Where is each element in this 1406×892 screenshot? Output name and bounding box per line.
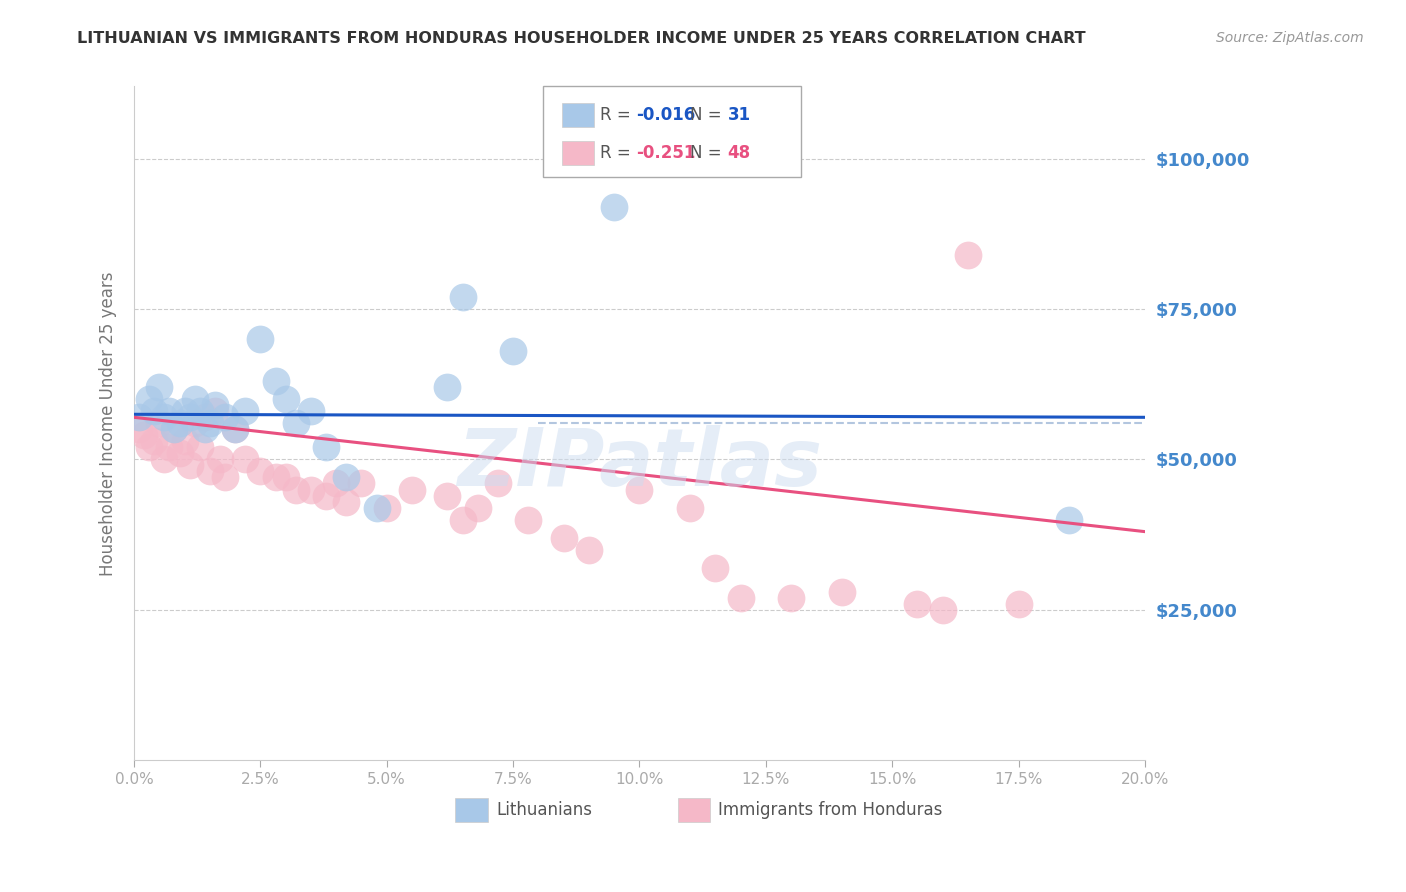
Text: Lithuanians: Lithuanians (496, 801, 592, 819)
Point (264, 470, 287, 484)
Point (224, 422, 246, 436)
Point (553, 531, 575, 545)
Point (163, 422, 186, 436)
Point (138, 392, 160, 407)
Point (204, 404, 226, 418)
Point (157, 404, 180, 418)
Point (198, 417, 221, 431)
Y-axis label: Householder Income Under 25 years: Householder Income Under 25 years (100, 271, 117, 575)
Point (1007, 597, 1029, 611)
Point (249, 332, 271, 346)
Point (907, 597, 929, 611)
Point (578, 542, 600, 557)
Point (188, 404, 211, 418)
Point (350, 476, 373, 491)
Point (134, 428, 156, 442)
Point (486, 476, 509, 491)
Point (173, 434, 195, 449)
Point (299, 404, 322, 418)
Point (183, 417, 205, 431)
Point (148, 380, 170, 394)
Point (214, 470, 236, 484)
Point (249, 465, 271, 479)
Point (274, 470, 297, 484)
Point (163, 422, 186, 436)
Point (932, 603, 955, 617)
Point (315, 489, 337, 503)
Text: N =: N = (690, 106, 727, 124)
Point (198, 465, 221, 479)
Text: -0.016: -0.016 (637, 106, 696, 124)
Point (233, 452, 256, 467)
Point (173, 404, 195, 418)
Text: R =: R = (600, 145, 636, 162)
Point (628, 483, 651, 497)
Text: ZIPatlas: ZIPatlas (457, 425, 823, 503)
Point (375, 500, 398, 515)
Text: R =: R = (600, 106, 636, 124)
Point (502, 344, 524, 359)
Point (335, 494, 357, 508)
Point (264, 374, 287, 388)
Point (214, 410, 236, 425)
Point (704, 560, 727, 574)
Text: 31: 31 (727, 106, 751, 124)
Point (169, 446, 191, 460)
Point (401, 483, 423, 497)
Point (603, 200, 626, 214)
Point (194, 410, 217, 425)
Point (366, 500, 388, 515)
Text: Immigrants from Honduras: Immigrants from Honduras (718, 801, 942, 819)
FancyBboxPatch shape (544, 87, 801, 178)
FancyBboxPatch shape (561, 141, 593, 165)
Point (780, 591, 803, 605)
Point (128, 422, 150, 436)
Text: -0.251: -0.251 (637, 145, 696, 162)
Point (325, 476, 347, 491)
Point (138, 441, 160, 455)
Point (148, 417, 170, 431)
Point (451, 290, 474, 304)
Point (143, 434, 166, 449)
Point (128, 410, 150, 425)
Point (224, 422, 246, 436)
Point (169, 417, 191, 431)
Point (467, 500, 489, 515)
Point (1057, 513, 1080, 527)
Point (208, 452, 231, 467)
Point (831, 584, 853, 599)
Text: 48: 48 (727, 145, 751, 162)
FancyBboxPatch shape (678, 798, 710, 822)
Point (679, 500, 702, 515)
Point (157, 441, 180, 455)
FancyBboxPatch shape (561, 103, 593, 128)
Point (284, 417, 307, 431)
Point (153, 452, 176, 467)
Text: Source: ZipAtlas.com: Source: ZipAtlas.com (1216, 31, 1364, 45)
Point (204, 398, 226, 412)
Point (153, 410, 176, 425)
Point (956, 248, 979, 262)
FancyBboxPatch shape (456, 798, 488, 822)
Point (274, 392, 297, 407)
Point (233, 404, 256, 418)
Point (188, 441, 211, 455)
Point (284, 483, 307, 497)
Point (451, 513, 474, 527)
Text: LITHUANIAN VS IMMIGRANTS FROM HONDURAS HOUSEHOLDER INCOME UNDER 25 YEARS CORRELA: LITHUANIAN VS IMMIGRANTS FROM HONDURAS H… (77, 31, 1085, 46)
Point (143, 404, 166, 418)
Point (299, 483, 322, 497)
Point (335, 470, 357, 484)
Point (517, 513, 540, 527)
Point (315, 441, 337, 455)
Point (436, 380, 458, 394)
Point (179, 410, 201, 425)
Point (183, 392, 205, 407)
Text: N =: N = (690, 145, 727, 162)
Point (179, 458, 201, 473)
Point (730, 591, 752, 605)
Point (194, 422, 217, 436)
Point (436, 489, 458, 503)
